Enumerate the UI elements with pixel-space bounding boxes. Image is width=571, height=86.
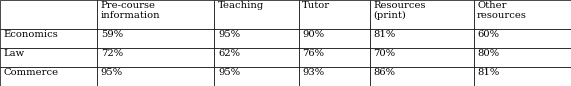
Text: 93%: 93% <box>302 68 324 77</box>
Bar <box>98 29 215 48</box>
Bar <box>299 48 369 67</box>
Bar <box>98 67 215 86</box>
Bar <box>215 29 299 48</box>
Text: 72%: 72% <box>101 49 123 58</box>
Text: Law: Law <box>3 49 25 58</box>
Text: Economics: Economics <box>3 30 58 39</box>
Text: 81%: 81% <box>477 68 499 77</box>
Bar <box>369 0 473 29</box>
Bar <box>473 29 571 48</box>
Bar <box>215 67 299 86</box>
Bar <box>215 0 299 29</box>
Text: 95%: 95% <box>218 68 240 77</box>
Bar <box>473 67 571 86</box>
Bar <box>369 29 473 48</box>
Text: Teaching: Teaching <box>218 1 264 10</box>
Bar <box>215 48 299 67</box>
Bar <box>98 48 215 67</box>
Text: 86%: 86% <box>373 68 395 77</box>
Bar <box>369 48 473 67</box>
Text: 60%: 60% <box>477 30 499 39</box>
Text: 59%: 59% <box>101 30 123 39</box>
Text: 80%: 80% <box>477 49 499 58</box>
Text: 95%: 95% <box>101 68 123 77</box>
Text: 76%: 76% <box>302 49 324 58</box>
Bar <box>98 0 215 29</box>
Bar <box>0 0 98 29</box>
Bar <box>473 48 571 67</box>
Bar <box>0 67 98 86</box>
Text: 70%: 70% <box>373 49 395 58</box>
Text: 90%: 90% <box>302 30 324 39</box>
Text: Tutor: Tutor <box>302 1 330 10</box>
Bar <box>299 29 369 48</box>
Bar <box>299 0 369 29</box>
Bar <box>0 48 98 67</box>
Text: Pre-course
information: Pre-course information <box>101 1 160 20</box>
Text: 62%: 62% <box>218 49 240 58</box>
Bar <box>0 29 98 48</box>
Text: 95%: 95% <box>218 30 240 39</box>
Text: Other
resources: Other resources <box>477 1 527 20</box>
Bar <box>369 67 473 86</box>
Bar <box>299 67 369 86</box>
Text: Resources
(print): Resources (print) <box>373 1 425 20</box>
Text: Commerce: Commerce <box>3 68 59 77</box>
Text: 81%: 81% <box>373 30 395 39</box>
Bar <box>473 0 571 29</box>
